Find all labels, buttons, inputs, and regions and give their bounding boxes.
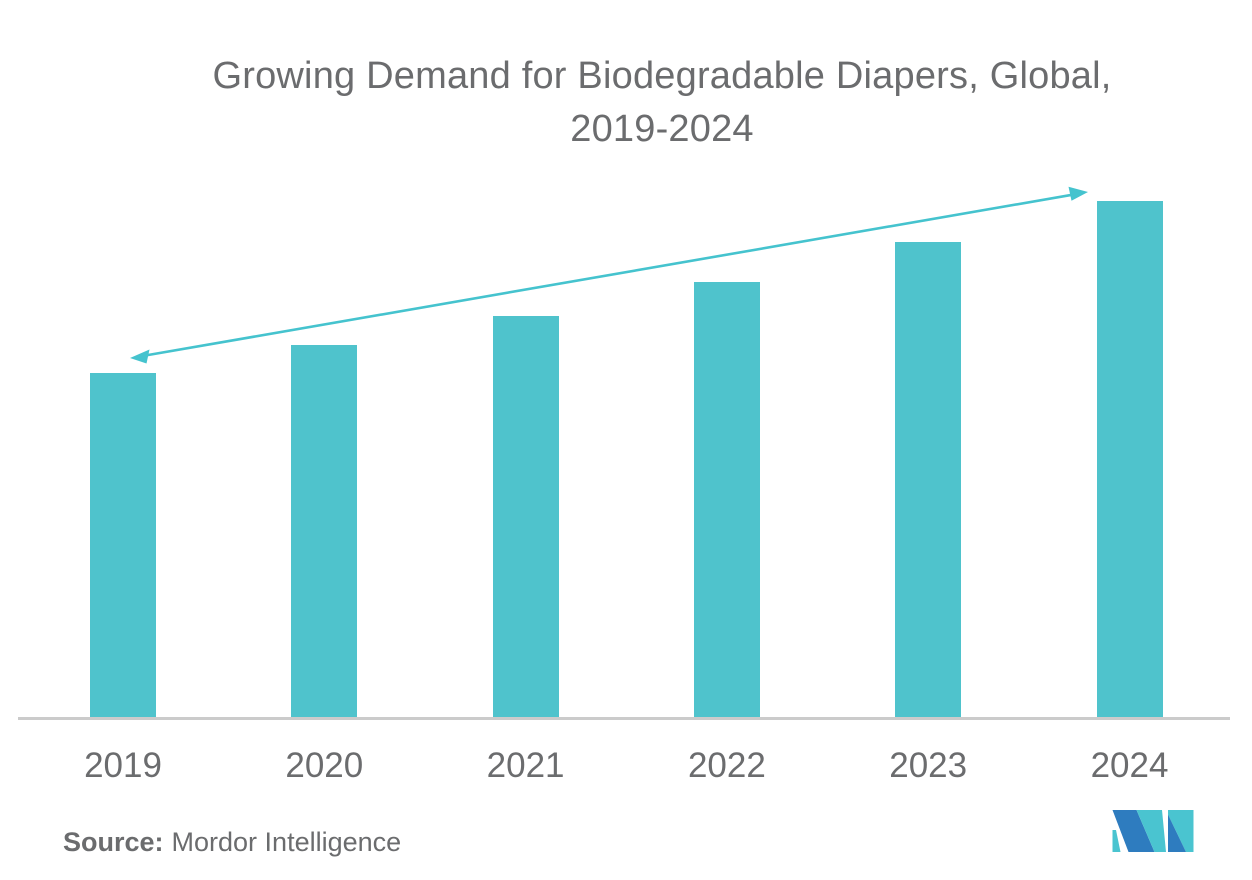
chart-title: Growing Demand for Biodegradable Diapers… — [72, 50, 1252, 156]
mordor-intelligence-logo — [1112, 810, 1194, 852]
bar-2023 — [895, 241, 962, 718]
chart-title-line1: Growing Demand for Biodegradable Diapers… — [212, 55, 1112, 97]
logo-right-teal-bar — [1168, 810, 1194, 852]
logo-left-blue-band — [1112, 810, 1155, 852]
bar-2022 — [693, 281, 760, 718]
bar-2021 — [492, 316, 559, 718]
x-label-2024: 2024 — [1090, 746, 1169, 785]
bar-2020 — [291, 345, 358, 718]
logo-right-blue-triangle — [1168, 814, 1186, 852]
logo-left-teal-sliver — [1112, 830, 1121, 852]
bar-2019 — [90, 373, 156, 718]
arrow-head-left-icon — [130, 349, 150, 364]
source-text: Source: Mordor Intelligence — [63, 824, 401, 860]
x-label-2019: 2019 — [84, 746, 162, 785]
x-label-2021: 2021 — [486, 746, 565, 785]
source-label: Source: — [63, 827, 164, 857]
x-label-2020: 2020 — [285, 746, 364, 785]
chart-title-line2: 2019-2024 — [570, 108, 754, 150]
bar-2024 — [1096, 200, 1163, 718]
x-axis-line — [18, 717, 1230, 720]
x-label-2023: 2023 — [889, 746, 968, 785]
arrow-head-right-icon — [1068, 186, 1088, 201]
logo-middle-teal-band — [1136, 810, 1166, 852]
source-name: Mordor Intelligence — [171, 827, 402, 857]
x-label-2022: 2022 — [687, 746, 766, 785]
